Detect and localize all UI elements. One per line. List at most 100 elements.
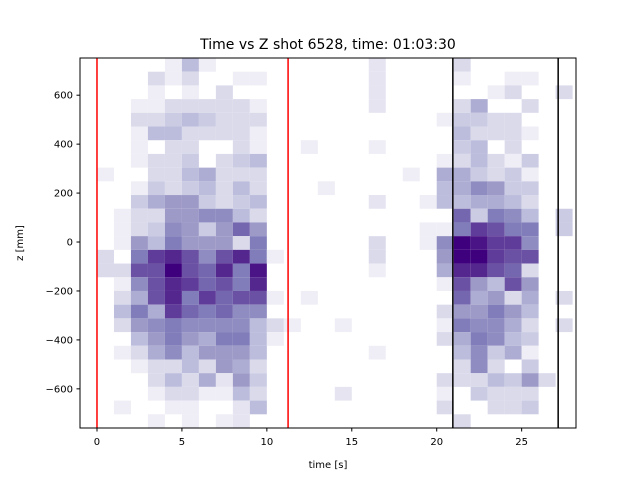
heatmap-cell [249, 318, 267, 333]
heatmap-cell [453, 345, 471, 360]
heatmap-cell [181, 195, 199, 209]
heatmap-cell [181, 318, 199, 333]
marker-lines [96, 58, 559, 428]
heatmap-cell [198, 249, 216, 264]
heatmap-cell [470, 126, 488, 141]
x-tick-label: 5 [179, 437, 185, 448]
heatmap-cell [147, 236, 165, 250]
y-tick-label: 200 [54, 189, 73, 200]
heatmap-cell [249, 71, 267, 86]
y-tick-label: 600 [54, 91, 73, 102]
heatmap-cell [249, 304, 267, 319]
heatmap-cell [555, 290, 573, 305]
heatmap-cell [504, 386, 522, 401]
heatmap-cell [181, 153, 199, 168]
heatmap-cell [164, 304, 182, 319]
heatmap-cell [96, 263, 114, 278]
heatmap-cell [487, 167, 505, 182]
heatmap-cell [232, 236, 250, 250]
heatmap-cell [181, 263, 199, 278]
heatmap-cell [249, 400, 267, 415]
heatmap-cell [164, 359, 182, 374]
heatmap-cell [198, 263, 216, 278]
heatmap-cell [419, 222, 437, 237]
heatmap-cell [334, 318, 352, 333]
heatmap-cell [453, 99, 471, 113]
heatmap-cell [249, 153, 267, 168]
heatmap-cell [504, 222, 522, 237]
heatmap-cell [215, 332, 233, 346]
heatmap-cell [113, 222, 131, 237]
heatmap-cell [164, 71, 182, 86]
heatmap-cell [249, 181, 267, 196]
heatmap-cell [147, 290, 165, 305]
heatmap-cell [453, 359, 471, 374]
heatmap-cell [198, 386, 216, 401]
x-axis: 0 5 10 15 20 25 [94, 428, 528, 448]
heatmap-cell [232, 345, 250, 360]
heatmap-cell [130, 263, 148, 278]
heatmap-cell [521, 126, 539, 141]
heatmap-cell [453, 318, 471, 333]
heatmap-cell [198, 181, 216, 196]
heatmap-cell [470, 277, 488, 291]
heatmap-cell [453, 290, 471, 305]
heatmap-cell [164, 112, 182, 127]
heatmap-cell [232, 400, 250, 415]
heatmap-cell [249, 249, 267, 264]
heatmap-cell [232, 277, 250, 291]
y-tick-label: −200 [46, 286, 73, 297]
heatmap-cell [232, 181, 250, 196]
heatmap-cell [147, 277, 165, 291]
heatmap-cell [521, 345, 539, 360]
heatmap-cell [487, 400, 505, 415]
heatmap-cell [504, 304, 522, 319]
heatmap-cell [181, 71, 199, 86]
heatmap-cell [147, 386, 165, 401]
heatmap-cell [198, 126, 216, 141]
heatmap-cell [130, 277, 148, 291]
heatmap-cell [113, 318, 131, 333]
heatmap-cell [487, 181, 505, 196]
heatmap-cell [453, 58, 471, 72]
heatmap-cell [198, 99, 216, 113]
heatmap-cell [164, 345, 182, 360]
x-tick-label: 0 [94, 437, 100, 448]
heatmap-cell [215, 195, 233, 209]
heatmap-cell [198, 167, 216, 182]
heatmap-cell [453, 195, 471, 209]
heatmap-cell [215, 153, 233, 168]
heatmap-cell [487, 208, 505, 223]
heatmap-cell [215, 277, 233, 291]
heatmap-cell [215, 181, 233, 196]
heatmap-cell [130, 181, 148, 196]
heatmap-cell [249, 167, 267, 182]
heatmap-cell [198, 345, 216, 360]
heatmap-cell [215, 290, 233, 305]
heatmap-cell [232, 332, 250, 346]
heatmap-cell [215, 373, 233, 387]
heatmap-cell [215, 112, 233, 127]
heatmap-cell [147, 126, 165, 141]
heatmap-cell [249, 126, 267, 141]
heatmap-cell [470, 140, 488, 154]
heatmap-cell [164, 386, 182, 401]
heatmap-cell [130, 112, 148, 127]
heatmap-cell [249, 195, 267, 209]
heatmap-cell [249, 359, 267, 374]
heatmap-cell [232, 71, 250, 86]
heatmap-cell [130, 304, 148, 319]
heatmap-cell [487, 195, 505, 209]
heatmap-cell [521, 290, 539, 305]
heatmap-cell [181, 85, 199, 100]
heatmap-cell [232, 386, 250, 401]
heatmap-cell [436, 277, 454, 291]
heatmap-cell [521, 263, 539, 278]
heatmap-cell [249, 99, 267, 113]
heatmap-cell [113, 208, 131, 223]
heatmap-cell [504, 263, 522, 278]
heatmap-cell [555, 318, 573, 333]
heatmap-cell [249, 290, 267, 305]
heatmap-cell [368, 195, 386, 209]
heatmap-cell [521, 71, 539, 86]
